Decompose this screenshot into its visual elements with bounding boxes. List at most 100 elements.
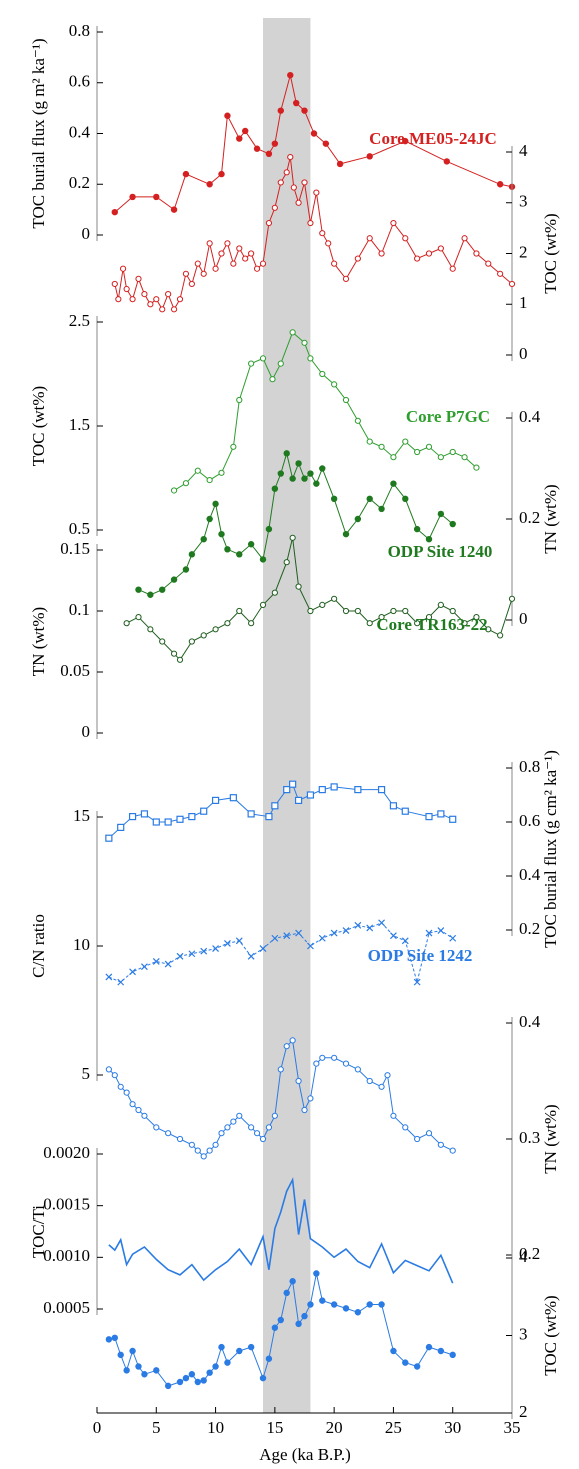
annotation: Core P7GC xyxy=(406,407,490,426)
marker xyxy=(141,291,148,298)
marker xyxy=(188,280,195,288)
marker xyxy=(265,525,273,533)
y-tick-label: 0.05 xyxy=(60,661,90,680)
marker xyxy=(271,589,278,596)
marker xyxy=(473,464,480,471)
marker xyxy=(206,476,213,484)
marker xyxy=(301,107,308,114)
y-tick-label: 15 xyxy=(73,806,90,825)
marker xyxy=(319,370,326,378)
marker xyxy=(105,834,113,842)
marker xyxy=(248,250,255,257)
marker xyxy=(425,1130,433,1137)
y-tick-label: 2 xyxy=(519,242,528,261)
marker xyxy=(224,112,231,119)
marker xyxy=(319,1054,326,1061)
marker xyxy=(307,1301,314,1308)
marker xyxy=(200,632,207,639)
marker xyxy=(366,495,373,502)
marker xyxy=(277,1066,284,1073)
y-tick-label: 0.0010 xyxy=(43,1246,90,1265)
x-tick-label: 20 xyxy=(326,1418,343,1437)
y-tick-label: 1.5 xyxy=(69,415,90,434)
marker xyxy=(318,934,326,942)
x-tick-label: 0 xyxy=(93,1418,102,1437)
marker xyxy=(313,1270,320,1277)
marker xyxy=(105,1336,113,1343)
marker xyxy=(188,950,196,958)
marker xyxy=(271,802,279,810)
marker xyxy=(366,620,373,627)
marker xyxy=(200,1153,207,1160)
marker xyxy=(437,454,444,461)
marker xyxy=(389,802,398,810)
marker xyxy=(330,495,338,502)
marker xyxy=(366,153,373,160)
marker xyxy=(307,219,314,227)
marker xyxy=(301,339,308,346)
y-tick-label: 3 xyxy=(519,192,528,211)
marker xyxy=(295,1077,302,1085)
annotation: ODP Site 1240 xyxy=(388,542,493,561)
y-tick-label: 0 xyxy=(82,722,91,741)
y-tick-label: 0.2 xyxy=(519,508,540,527)
marker xyxy=(140,810,149,818)
marker xyxy=(176,815,184,823)
marker xyxy=(194,1378,201,1386)
marker xyxy=(265,150,273,157)
marker xyxy=(129,1101,136,1108)
marker xyxy=(277,360,284,367)
highlight-band xyxy=(263,18,311,1413)
marker xyxy=(135,275,142,282)
y-tick-label: 2.5 xyxy=(69,311,90,330)
marker xyxy=(342,396,350,404)
marker xyxy=(289,1278,296,1285)
marker xyxy=(247,810,255,818)
marker xyxy=(147,626,154,633)
y-axis-label: TOC burial flux (g cm² ka⁻¹) xyxy=(541,750,560,948)
y-tick-label: 0.6 xyxy=(69,72,90,91)
y-tick-label: 0.2 xyxy=(69,173,90,192)
marker xyxy=(176,296,184,303)
marker xyxy=(354,785,362,794)
x-tick-label: 35 xyxy=(504,1418,521,1437)
marker xyxy=(378,443,385,450)
marker xyxy=(508,595,516,602)
marker xyxy=(319,1297,326,1304)
marker xyxy=(384,1072,391,1079)
marker xyxy=(283,785,291,794)
y-tick-label: 0 xyxy=(519,609,528,628)
marker xyxy=(212,1363,219,1370)
marker xyxy=(200,807,208,815)
marker xyxy=(425,614,433,621)
marker xyxy=(342,1305,350,1312)
y-tick-label: 4 xyxy=(519,141,528,160)
marker xyxy=(141,963,148,971)
marker xyxy=(485,260,492,267)
marker xyxy=(218,250,225,257)
marker xyxy=(147,301,154,308)
marker xyxy=(153,296,160,303)
marker xyxy=(248,360,255,367)
marker xyxy=(141,1371,148,1378)
y-tick-label: 0 xyxy=(519,344,528,363)
marker xyxy=(319,465,326,472)
marker xyxy=(152,958,160,965)
marker xyxy=(277,1316,284,1324)
marker xyxy=(188,551,196,558)
marker xyxy=(301,1106,308,1114)
marker xyxy=(218,469,225,476)
y-axis-label: TN (wt%) xyxy=(541,484,560,553)
marker xyxy=(301,475,308,482)
marker xyxy=(425,536,433,543)
marker xyxy=(354,515,362,523)
marker xyxy=(449,520,456,528)
marker xyxy=(253,145,261,152)
marker xyxy=(437,810,445,818)
marker xyxy=(200,1377,207,1384)
marker xyxy=(289,329,296,336)
marker xyxy=(248,1124,255,1131)
marker xyxy=(342,275,350,282)
marker xyxy=(236,396,243,404)
marker xyxy=(129,296,136,303)
